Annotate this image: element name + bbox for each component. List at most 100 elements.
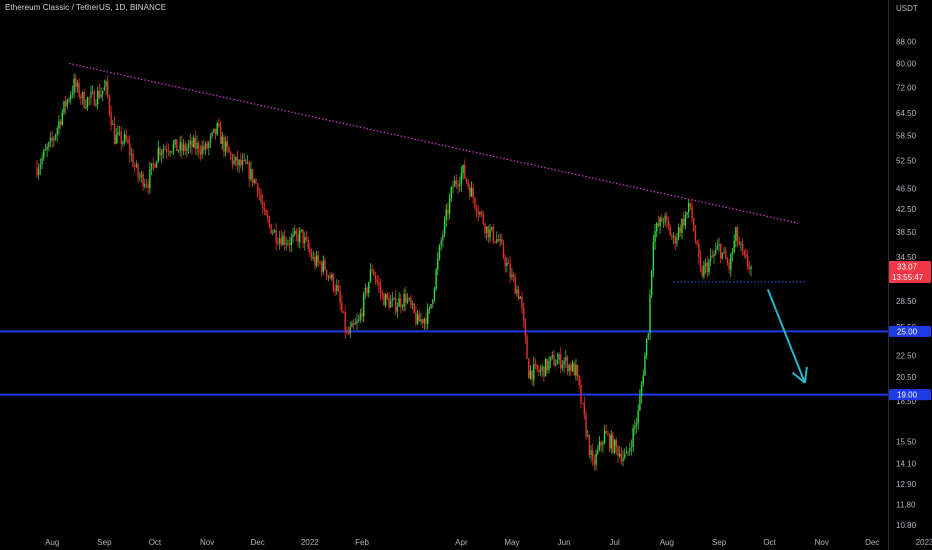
candle-body xyxy=(356,321,358,324)
candle-body xyxy=(448,198,451,214)
candle-body xyxy=(406,298,409,303)
time-axis[interactable]: Aug Sep Oct Nov Dec 2022 Feb Apr May Jun Jul Aug Sep… xyxy=(45,538,932,547)
candle-body xyxy=(177,149,180,151)
candle-body xyxy=(142,173,144,187)
candle-body xyxy=(693,218,695,232)
candle-body xyxy=(201,146,203,155)
time-tick-label: Aug xyxy=(45,538,59,547)
candle-body xyxy=(36,167,38,176)
candle-body xyxy=(403,294,405,307)
candle-body xyxy=(115,135,117,144)
candle-body xyxy=(699,257,702,270)
candle-body xyxy=(54,134,57,139)
price-tags: 33.07 13:55:47 25.00 19.00 xyxy=(889,260,931,401)
candle-body xyxy=(408,298,410,299)
candle-body xyxy=(592,450,594,461)
resistance-trendline[interactable] xyxy=(68,62,799,224)
candle-body xyxy=(566,357,569,372)
candle-body xyxy=(514,277,516,294)
candle-body xyxy=(671,235,673,238)
candle-body xyxy=(59,121,62,125)
candle-body xyxy=(480,212,483,214)
price-tick-label: 18.50 xyxy=(896,397,917,406)
candle-body xyxy=(128,142,131,155)
candle-body xyxy=(561,364,564,369)
candle-body xyxy=(334,289,336,292)
bearish-arrow[interactable] xyxy=(766,289,806,384)
candle-body xyxy=(187,144,190,149)
candle-body xyxy=(435,269,437,289)
candle-body xyxy=(295,230,298,235)
candle-body xyxy=(565,357,567,361)
candle-body xyxy=(701,269,703,277)
price-tick-label: 10.80 xyxy=(896,521,917,530)
candle-body xyxy=(475,207,478,213)
candle-body xyxy=(541,366,543,371)
candle-body xyxy=(325,269,328,277)
candle-body xyxy=(145,184,148,186)
candle-body xyxy=(666,215,668,221)
candle-body xyxy=(453,180,456,187)
candle-body xyxy=(134,166,136,168)
candle-body xyxy=(714,249,717,254)
candle-body xyxy=(750,266,752,270)
candle-body xyxy=(309,248,311,253)
price-tick-label: 11.80 xyxy=(896,500,916,509)
candle-body xyxy=(275,230,277,243)
candle-body xyxy=(538,369,540,373)
candle-body xyxy=(176,139,178,151)
candle-body xyxy=(140,173,143,177)
candle-body xyxy=(292,234,294,238)
candle-body xyxy=(369,269,372,283)
candle-body xyxy=(93,91,95,106)
candle-body xyxy=(418,314,420,322)
price-tick-label: 14.10 xyxy=(896,459,917,468)
candle-body xyxy=(682,219,685,226)
time-tick-label: Oct xyxy=(763,538,776,547)
candle-body xyxy=(720,244,722,259)
candle-body xyxy=(332,274,335,290)
candle-body xyxy=(445,209,447,220)
candle-body xyxy=(240,159,242,166)
candle-body xyxy=(78,82,80,97)
candle-body xyxy=(487,226,490,238)
candle-body xyxy=(260,194,262,202)
candle-body xyxy=(280,238,282,246)
candle-body xyxy=(125,134,127,140)
candle-body xyxy=(484,224,486,233)
price-tick-label: 38.50 xyxy=(896,228,917,237)
candle-body xyxy=(455,180,458,185)
candle-body xyxy=(630,447,633,449)
candle-body xyxy=(221,136,223,144)
candle-body xyxy=(521,296,523,308)
candle-body xyxy=(110,112,112,125)
candle-body xyxy=(246,162,249,164)
candle-body xyxy=(213,128,215,133)
candle-body xyxy=(659,217,661,226)
time-tick-label: Dec xyxy=(865,538,879,547)
candle-body xyxy=(551,354,554,357)
candles-layer xyxy=(36,73,752,471)
candle-body xyxy=(155,161,158,168)
candle-body xyxy=(186,148,188,152)
candle-body xyxy=(95,104,97,106)
candle-body xyxy=(137,164,139,178)
candle-body xyxy=(339,291,341,303)
candle-body xyxy=(554,364,557,366)
candle-body xyxy=(672,236,675,238)
candle-body xyxy=(364,287,367,295)
candle-body xyxy=(748,266,751,270)
candle-body xyxy=(357,319,360,322)
annotations-layer xyxy=(0,62,888,396)
candle-body xyxy=(664,215,666,222)
candle-body xyxy=(347,332,350,334)
candle-body xyxy=(378,282,380,286)
candle-body xyxy=(386,294,388,299)
candle-body xyxy=(502,243,505,258)
candle-body xyxy=(305,237,308,241)
price-tick-label: 72.00 xyxy=(896,84,917,93)
candle-body xyxy=(501,239,503,244)
candle-body xyxy=(44,149,47,151)
candle-body xyxy=(423,318,426,324)
